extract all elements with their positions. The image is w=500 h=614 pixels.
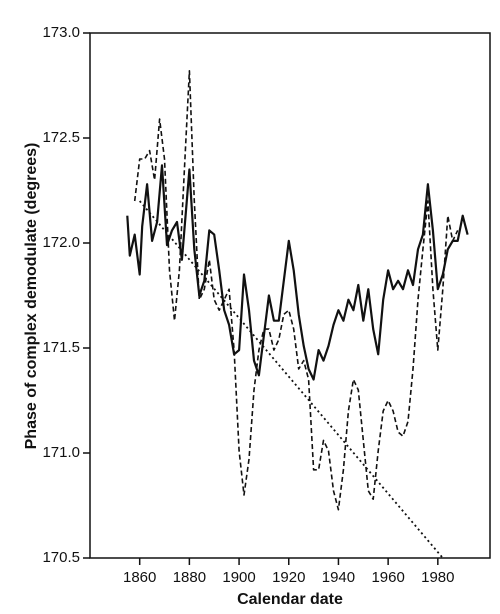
line-dotted	[139, 200, 444, 559]
x-tick-label: 1920	[272, 569, 305, 586]
line-solid	[126, 164, 469, 381]
x-tick-label: 1880	[173, 569, 206, 586]
y-tick-label: 170.5	[42, 549, 80, 566]
x-axis-title: Calendar date	[237, 591, 343, 608]
y-axis-title: Phase of complex demodulate (degrees)	[23, 143, 40, 450]
y-tick-label: 173.0	[42, 24, 80, 41]
x-tick-label: 1940	[322, 569, 355, 586]
y-tick-label: 171.5	[42, 339, 80, 356]
x-tick-label: 1860	[123, 569, 156, 586]
y-tick-label: 171.0	[42, 444, 80, 461]
y-tick-label: 172.0	[42, 234, 80, 251]
x-tick-label: 1900	[222, 569, 255, 586]
line-dashed	[133, 70, 459, 511]
x-tick-label: 1960	[371, 569, 404, 586]
plot-frame	[89, 32, 491, 559]
y-tick-label: 172.5	[42, 129, 80, 146]
x-tick-label: 1980	[421, 569, 454, 586]
